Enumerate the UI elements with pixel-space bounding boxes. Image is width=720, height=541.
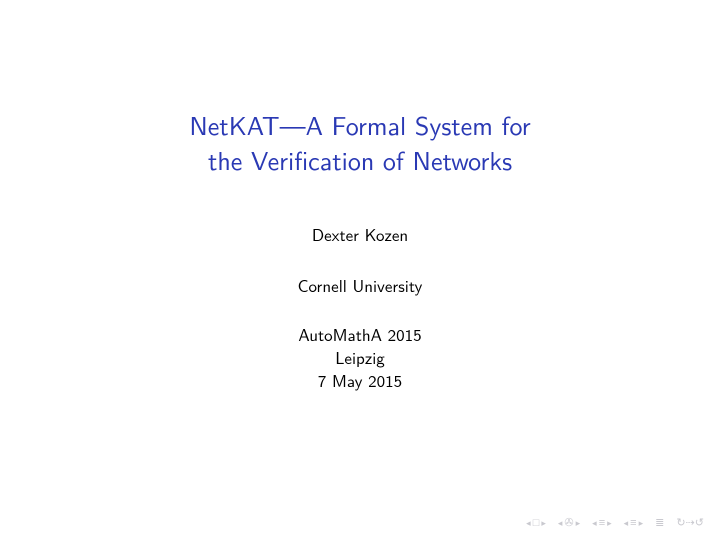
nav-prev-section-icon: ◂	[592, 516, 597, 529]
nav-frame-icon: □	[533, 517, 540, 528]
nav-next-doc-icon: ▸	[639, 516, 644, 529]
nav-next-section-icon: ▸	[607, 516, 612, 529]
nav-next-subsection-icon: ▸	[576, 516, 581, 529]
nav-group-doc[interactable]: ◂ ≡ ▸	[624, 516, 643, 529]
nav-mode-icon[interactable]: ≣	[655, 517, 664, 528]
title-line-1: NetKAT—A Formal System for	[0, 108, 720, 143]
nav-section-icon: ≡	[599, 517, 605, 528]
author: Dexter Kozen	[0, 222, 720, 247]
nav-prev-frame-icon: ◂	[526, 516, 531, 529]
venue-block: AutoMathA 2015 Leipzig 7 May 2015	[0, 324, 720, 393]
slide-content: NetKAT—A Formal System for the Verificat…	[0, 108, 720, 393]
nav-subsection-icon: ✇	[564, 517, 573, 528]
nav-group-subsection[interactable]: ◂ ✇ ▸	[558, 516, 580, 529]
venue-date: 7 May 2015	[0, 370, 720, 393]
beamer-nav-bar: ◂ □ ▸ ◂ ✇ ▸ ◂ ≡ ▸ ◂ ≡ ▸ ≣ ↻⇢↺	[526, 516, 704, 529]
nav-prev-doc-icon: ◂	[624, 516, 629, 529]
slide: NetKAT—A Formal System for the Verificat…	[0, 0, 720, 541]
nav-reload-icon[interactable]: ↻⇢↺	[676, 517, 704, 528]
title-line-2: the Verification of Networks	[0, 143, 720, 178]
nav-doc-icon: ≡	[630, 517, 636, 528]
nav-prev-subsection-icon: ◂	[558, 516, 563, 529]
nav-next-frame-icon: ▸	[541, 516, 546, 529]
nav-group-frame[interactable]: ◂ □ ▸	[526, 516, 546, 529]
venue-location: Leipzig	[0, 347, 720, 370]
nav-group-section[interactable]: ◂ ≡ ▸	[592, 516, 611, 529]
venue-conference: AutoMathA 2015	[0, 324, 720, 347]
affiliation: Cornell University	[0, 273, 720, 298]
